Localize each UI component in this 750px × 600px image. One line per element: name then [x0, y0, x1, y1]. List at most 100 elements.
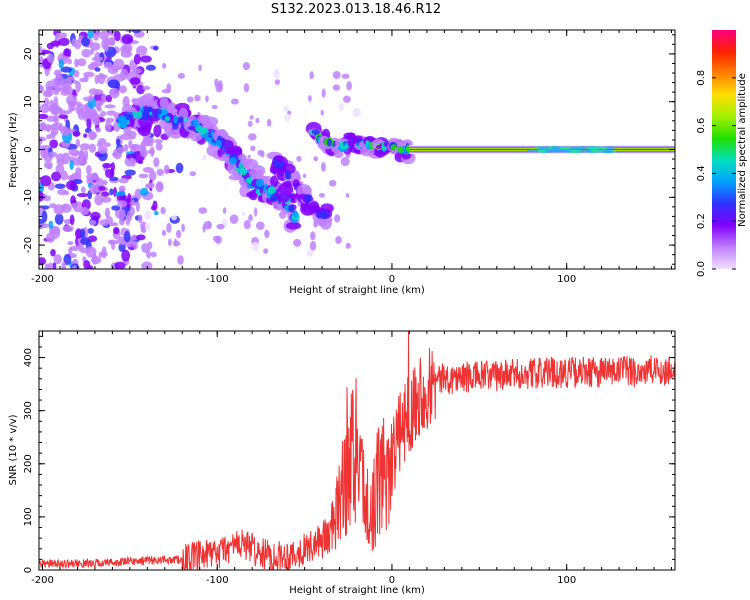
noise-blob: [141, 242, 149, 253]
noise-blob: [310, 231, 316, 241]
noise-blob: [89, 131, 97, 140]
noise-blob: [118, 85, 127, 94]
noise-blob: [41, 210, 48, 223]
main-trace-halo: [137, 125, 151, 137]
main-trace-core: [255, 178, 265, 188]
tertiary-trace-halo: [333, 149, 344, 159]
noise-blob: [247, 133, 257, 141]
noise-blob: [41, 205, 50, 210]
noise-blob: [124, 30, 134, 33]
noise-blob: [106, 110, 117, 116]
noise-blob: [114, 191, 126, 197]
noise-blob: [150, 251, 157, 258]
noise-blob: [88, 94, 94, 100]
main-trace-core: [199, 127, 209, 135]
noise-blob: [249, 115, 254, 120]
colorbar-tick-label: 0.4: [696, 165, 707, 181]
noise-blob: [53, 79, 59, 91]
noise-blob: [104, 207, 111, 219]
y-tick-label: 300: [23, 401, 34, 420]
noise-blob: [338, 102, 344, 112]
x-tick-label: -100: [206, 274, 229, 285]
noise-blob: [88, 143, 96, 153]
noise-blob: [80, 237, 90, 245]
y-tick-label: 20: [23, 48, 34, 61]
noise-blob: [60, 126, 71, 136]
noise-blob: [320, 109, 324, 116]
noise-blob: [94, 67, 101, 72]
noise-blob: [242, 62, 251, 71]
main-trace-halo: [153, 124, 162, 138]
noise-blob: [77, 58, 87, 67]
noise-blob: [161, 89, 171, 94]
noise-blob: [109, 188, 114, 196]
noise-blob: [120, 44, 131, 54]
noise-blob: [177, 255, 184, 265]
noise-blob: [67, 241, 74, 246]
noise-blob: [309, 240, 317, 251]
noise-blob: [91, 56, 104, 62]
noise-blob: [67, 100, 77, 107]
noise-blob: [45, 80, 55, 92]
noise-blob: [144, 210, 152, 221]
carrier-broadening-blob: [590, 149, 599, 153]
main-trace-halo: [120, 133, 133, 141]
noise-blob: [345, 242, 351, 249]
noise-blob: [142, 85, 151, 91]
noise-blob: [306, 249, 314, 257]
noise-blob: [60, 66, 73, 73]
main-trace-halo: [285, 222, 302, 230]
noise-blob: [205, 95, 209, 103]
noise-blob: [101, 37, 110, 50]
noise-blob: [69, 245, 80, 252]
noise-blob: [79, 77, 87, 83]
noise-blob: [61, 143, 70, 148]
noise-blob: [90, 42, 101, 51]
noise-blob: [243, 220, 251, 230]
noise-blob: [53, 254, 62, 265]
noise-blob: [153, 157, 160, 168]
main-trace-halo: [202, 118, 212, 129]
noise-blob: [109, 222, 119, 227]
noise-blob: [215, 83, 223, 93]
noise-blob: [99, 219, 109, 227]
noise-blob: [328, 179, 337, 187]
noise-blob: [216, 223, 225, 230]
noise-blob: [116, 146, 125, 154]
noise-blob: [98, 251, 104, 258]
noise-blob: [150, 146, 155, 158]
noise-blob: [114, 30, 121, 42]
noise-blob: [120, 68, 129, 80]
noise-blob: [118, 217, 125, 226]
noise-blob: [313, 156, 319, 162]
noise-blob: [302, 173, 307, 178]
heatmap-x-axis-label: Height of straight line (km): [289, 285, 425, 296]
noise-blob: [284, 113, 291, 122]
noise-blob: [143, 137, 151, 147]
noise-blob: [123, 230, 131, 243]
noise-blob: [352, 107, 361, 118]
noise-blob: [49, 131, 56, 139]
noise-blob: [254, 207, 258, 217]
noise-blob: [118, 243, 126, 253]
main-trace-halo: [246, 191, 257, 198]
noise-blob: [98, 30, 110, 40]
main-trace-core: [216, 139, 222, 148]
noise-blob: [85, 165, 92, 175]
main-trace-halo: [206, 144, 221, 157]
carrier-broadening-blob: [557, 149, 571, 153]
main-trace-halo: [142, 93, 155, 105]
noise-blob: [332, 84, 341, 91]
noise-blob: [105, 94, 113, 103]
noise-blob: [167, 238, 172, 247]
noise-blob: [138, 173, 149, 179]
noise-blob: [50, 171, 62, 182]
noise-blob: [81, 36, 91, 47]
colorbar-tick-label: 0.8: [696, 70, 707, 86]
noise-blob: [110, 162, 116, 172]
main-trace-core: [279, 193, 290, 203]
noise-blob: [83, 149, 89, 161]
main-trace-core: [173, 115, 179, 124]
noise-blob: [133, 240, 138, 250]
noise-blob: [255, 117, 260, 124]
